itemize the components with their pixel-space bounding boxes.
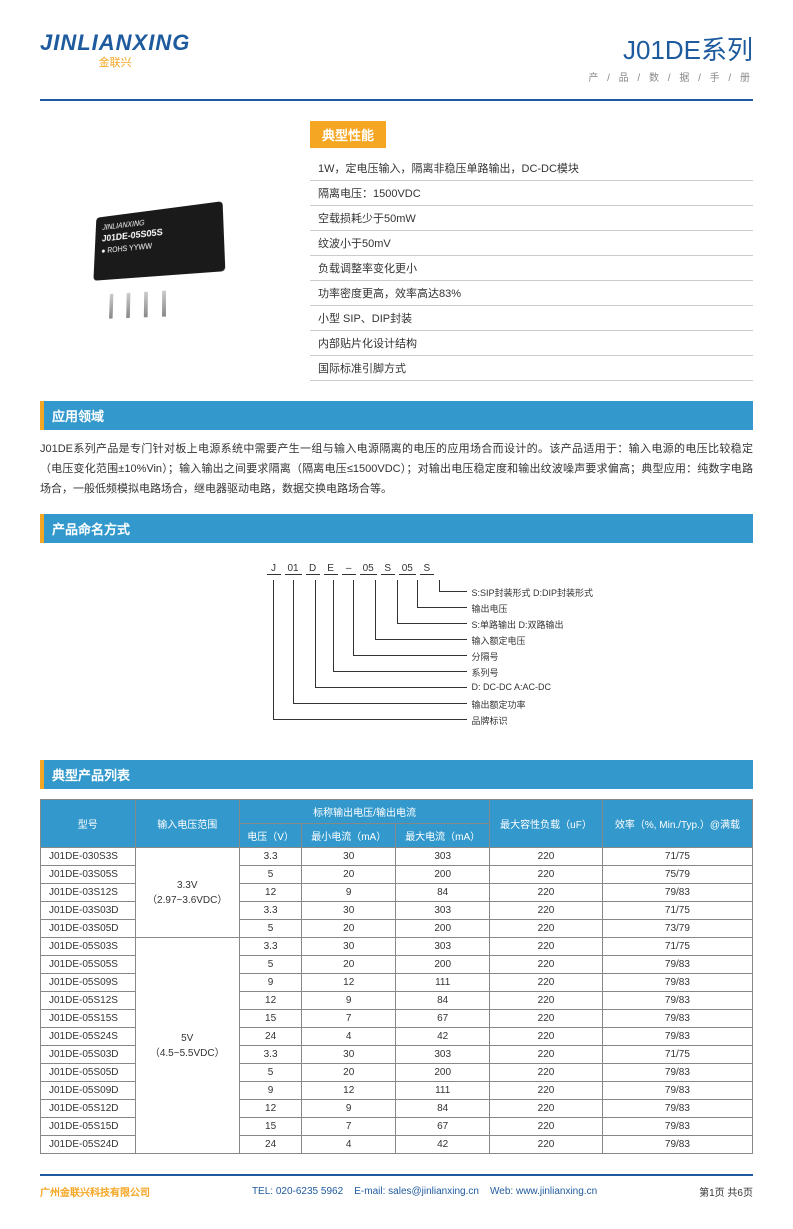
logo-sub: 金联兴: [40, 54, 190, 70]
footer: 广州金联兴科技有限公司 TEL: 020-6235 5962 E-mail: s…: [40, 1174, 753, 1199]
th-vin: 输入电压范围: [135, 800, 239, 848]
series-title: J01DE系列 产 / 品 / 数 / 据 / 手 / 册: [588, 30, 753, 84]
logo: JINLIANXING 金联兴: [40, 30, 190, 70]
perf-item: 隔离电压：1500VDC: [310, 181, 753, 206]
perf-item: 国际标准引脚方式: [310, 356, 753, 381]
footer-company: 广州金联兴科技有限公司: [40, 1184, 150, 1199]
app-header: 应用领域: [40, 401, 753, 430]
naming-diagram: J01DE–05S05S S:SIP封装形式 D:DIP封装形式输出电压S:单路…: [147, 563, 647, 740]
perf-item: 负载调整率变化更小: [310, 256, 753, 281]
app-text: J01DE系列产品是专门针对板上电源系统中需要产生一组与输入电源隔离的电压的应用…: [40, 440, 753, 499]
footer-page: 第1页 共6页: [699, 1184, 753, 1199]
perf-item: 小型 SIP、DIP封装: [310, 306, 753, 331]
perf-list: 1W，定电压输入，隔离非稳压单路输出，DC-DC模块隔离电压：1500VDC空载…: [310, 156, 753, 381]
th-maxI: 最大电流（mA）: [396, 824, 490, 848]
th-model: 型号: [41, 800, 136, 848]
perf-item: 1W，定电压输入，隔离非稳压单路输出，DC-DC模块: [310, 156, 753, 181]
product-image: JINLIANXING J01DE-05S05S ● ROHS YYWW: [40, 121, 290, 381]
perf-item: 内部贴片化设计结构: [310, 331, 753, 356]
table-header: 典型产品列表: [40, 760, 753, 789]
th-eff: 效率（%, Min./Typ.）@满载: [602, 800, 752, 848]
perf-item: 空载损耗少于50mW: [310, 206, 753, 231]
logo-main: JINLIANXING: [40, 30, 190, 56]
perf-header: 典型性能: [310, 121, 386, 148]
footer-contact: TEL: 020-6235 5962 E-mail: sales@jinlian…: [252, 1186, 597, 1197]
th-nominal: 标称输出电压/输出电流: [239, 800, 489, 824]
th-minI: 最小电流（mA）: [302, 824, 396, 848]
header: JINLIANXING 金联兴 J01DE系列 产 / 品 / 数 / 据 / …: [40, 30, 753, 84]
naming-header: 产品命名方式: [40, 514, 753, 543]
th-cap: 最大容性负载（uF）: [490, 800, 603, 848]
perf-item: 纹波小于50mV: [310, 231, 753, 256]
th-voltage: 电压（V）: [239, 824, 301, 848]
divider: [40, 99, 753, 101]
table-row: J01DE-05S03S5V（4.5~5.5VDC）3.33030322071/…: [41, 938, 753, 956]
series-sub: 产 / 品 / 数 / 据 / 手 / 册: [588, 69, 753, 84]
product-table: 型号 输入电压范围 标称输出电压/输出电流 最大容性负载（uF） 效率（%, M…: [40, 799, 753, 1154]
perf-item: 功率密度更高，效率高达83%: [310, 281, 753, 306]
series-name: J01DE系列: [588, 30, 753, 67]
table-row: J01DE-030S3S3.3V（2.97~3.6VDC）3.330303220…: [41, 848, 753, 866]
